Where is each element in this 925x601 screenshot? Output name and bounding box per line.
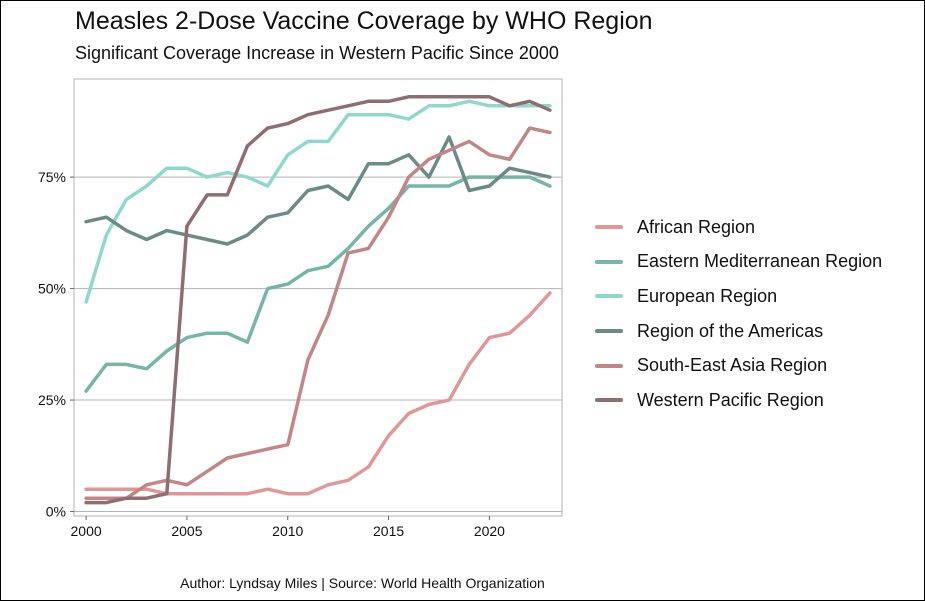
series-layer — [84, 95, 552, 505]
legend-item: Region of the Americas — [595, 314, 882, 349]
legend-key — [595, 225, 623, 230]
series-line-european-region — [84, 99, 552, 304]
legend-item: European Region — [595, 279, 882, 314]
x-tick-label: 2005 — [171, 523, 202, 539]
legend-label: Region of the Americas — [637, 320, 824, 341]
series-line-eastern-mediterranean-region — [84, 175, 552, 393]
axis-layer: 0% 25% 50% 75% 2000 2005 2010 2015 2020 — [38, 169, 505, 539]
plot-panel — [73, 78, 563, 517]
series-line-western-pacific-region — [84, 95, 552, 505]
series-line-south-east-asia-region — [84, 126, 552, 500]
legend-key — [595, 398, 623, 403]
y-tick-label: 0% — [46, 504, 66, 520]
legend-key — [595, 329, 623, 334]
chart-title: Measles 2-Dose Vaccine Coverage by WHO R… — [75, 7, 653, 35]
legend-item: Eastern Mediterranean Region — [595, 245, 882, 280]
chart-subtitle: Significant Coverage Increase in Western… — [75, 43, 559, 63]
legend-key — [595, 259, 623, 264]
legend-key — [595, 363, 623, 368]
legend-item: Western Pacific Region — [595, 383, 882, 418]
legend-label: South-East Asia Region — [637, 355, 828, 376]
legend-item: African Region — [595, 210, 882, 245]
legend-item: South-East Asia Region — [595, 348, 882, 383]
legend-label: African Region — [637, 216, 756, 237]
x-tick-label: 2010 — [272, 523, 303, 539]
y-tick-label: 25% — [38, 392, 66, 408]
x-tick-label: 2000 — [71, 523, 102, 539]
y-tick-label: 50% — [38, 281, 66, 297]
legend-label: European Region — [637, 285, 778, 306]
series-line-region-of-the-americas — [84, 135, 552, 246]
x-tick-label: 2020 — [474, 523, 505, 539]
y-tick-label: 75% — [38, 169, 66, 185]
legend-label: Western Pacific Region — [637, 389, 824, 410]
x-tick-label: 2015 — [373, 523, 404, 539]
legend-label: Eastern Mediterranean Region — [637, 251, 883, 272]
chart-caption: Author: Lyndsay Miles | Source: World He… — [180, 575, 545, 591]
legend-key — [595, 294, 623, 299]
legend: African Region Eastern Mediterranean Regi… — [595, 210, 882, 418]
